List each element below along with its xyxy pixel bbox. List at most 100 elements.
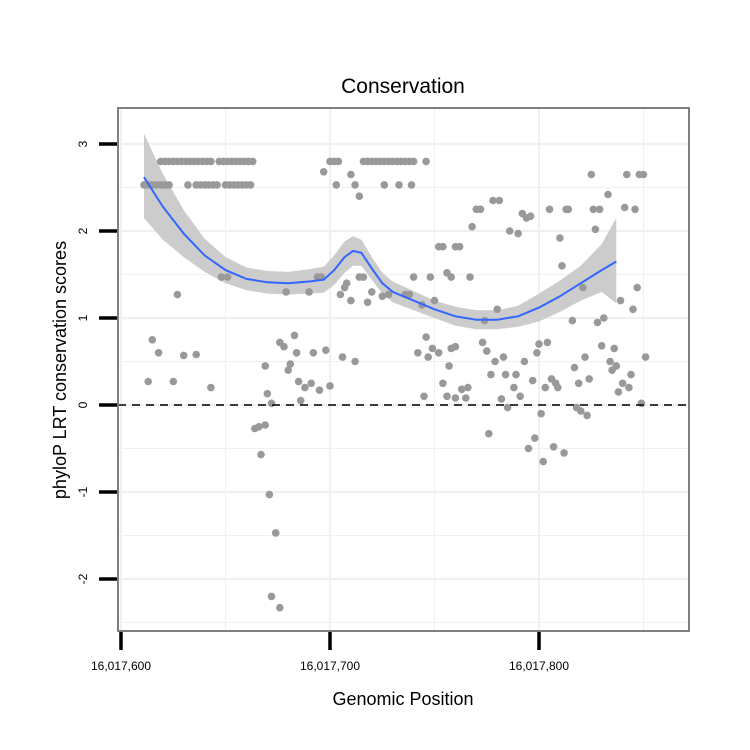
data-point [485, 429, 493, 438]
data-point [286, 360, 295, 368]
data-point [595, 205, 604, 214]
y-axis-label: phyloP LRT conservation scores [50, 241, 70, 499]
data-point [591, 225, 600, 234]
data-point [336, 290, 345, 299]
data-point [570, 363, 579, 372]
data-point [165, 181, 173, 189]
data-point [326, 382, 334, 390]
data-point [627, 370, 635, 379]
data-point [439, 379, 447, 388]
data-point [505, 227, 514, 235]
data-point [560, 449, 568, 457]
data-point [359, 273, 368, 281]
data-point [248, 157, 257, 166]
data-point [414, 349, 422, 357]
y-tick-label: 3 [76, 140, 90, 147]
y-tick-label: -1 [76, 486, 90, 497]
data-point [179, 351, 188, 360]
data-point [217, 273, 226, 281]
data-point [585, 375, 593, 383]
data-point [422, 157, 430, 166]
data-point [439, 242, 447, 251]
data-point [409, 157, 418, 166]
data-point [541, 383, 550, 392]
data-point [265, 490, 274, 499]
x-axis-label: Genomic Position [332, 689, 473, 709]
data-point [363, 298, 372, 307]
data-point [545, 205, 554, 214]
data-point [154, 349, 163, 357]
data-point [455, 242, 464, 251]
data-point [309, 349, 318, 357]
data-point [554, 383, 562, 392]
data-point [409, 273, 418, 281]
data-point [516, 392, 524, 401]
data-point [514, 229, 522, 238]
data-point [347, 170, 355, 179]
data-point [549, 443, 558, 451]
data-point [384, 290, 393, 299]
data-point [280, 342, 288, 351]
data-point [207, 157, 215, 166]
data-point [338, 353, 347, 361]
data-point [334, 157, 343, 166]
x-axis: 16,017,600 16,017,700 16,017,800 [91, 632, 569, 673]
data-point [556, 234, 564, 242]
data-point [407, 181, 416, 189]
data-point [625, 383, 633, 392]
data-point [510, 383, 518, 392]
data-point [564, 205, 573, 214]
data-point [528, 376, 537, 385]
data-point [501, 370, 510, 379]
data-point [631, 205, 639, 214]
data-point [457, 385, 466, 394]
plot-panel [118, 108, 689, 631]
data-point [574, 379, 583, 388]
data-point [633, 283, 641, 292]
data-point [606, 357, 614, 366]
plot-panel-border [117, 107, 690, 632]
data-point [368, 288, 376, 296]
data-point [610, 344, 618, 353]
data-point [587, 170, 596, 179]
y-tick-label: 0 [76, 401, 90, 408]
data-point [491, 357, 499, 366]
data-point [380, 181, 389, 189]
data-point [192, 350, 200, 359]
x-tick-label: 16,017,600 [91, 659, 151, 673]
x-tick-label: 16,017,800 [509, 659, 569, 673]
data-point [322, 346, 330, 355]
data-point [342, 279, 351, 288]
y-tick-label: 1 [76, 314, 90, 321]
data-point [144, 377, 152, 386]
data-point [620, 203, 629, 212]
data-point [207, 383, 215, 392]
data-point [445, 362, 453, 370]
data-point [355, 192, 364, 200]
data-point [351, 181, 359, 189]
data-point [629, 305, 637, 314]
data-point [261, 362, 270, 370]
data-point [307, 379, 316, 388]
data-point [420, 392, 428, 401]
data-point [263, 389, 272, 398]
data-point [637, 399, 646, 408]
chart-title: Conservation [341, 75, 465, 98]
data-point [267, 399, 276, 408]
data-point [478, 338, 487, 347]
data-point [213, 181, 221, 189]
y-tick-label: -2 [76, 573, 90, 584]
data-point [426, 273, 435, 281]
data-point [493, 305, 502, 314]
data-point [255, 423, 263, 431]
data-point [292, 349, 301, 357]
data-point [276, 603, 284, 612]
data-point [612, 362, 621, 370]
data-point [332, 181, 341, 189]
data-point [451, 394, 460, 402]
x-tick-label: 16,017,700 [300, 659, 360, 673]
data-point [305, 288, 313, 296]
data-point [639, 170, 648, 179]
data-point [468, 222, 476, 231]
